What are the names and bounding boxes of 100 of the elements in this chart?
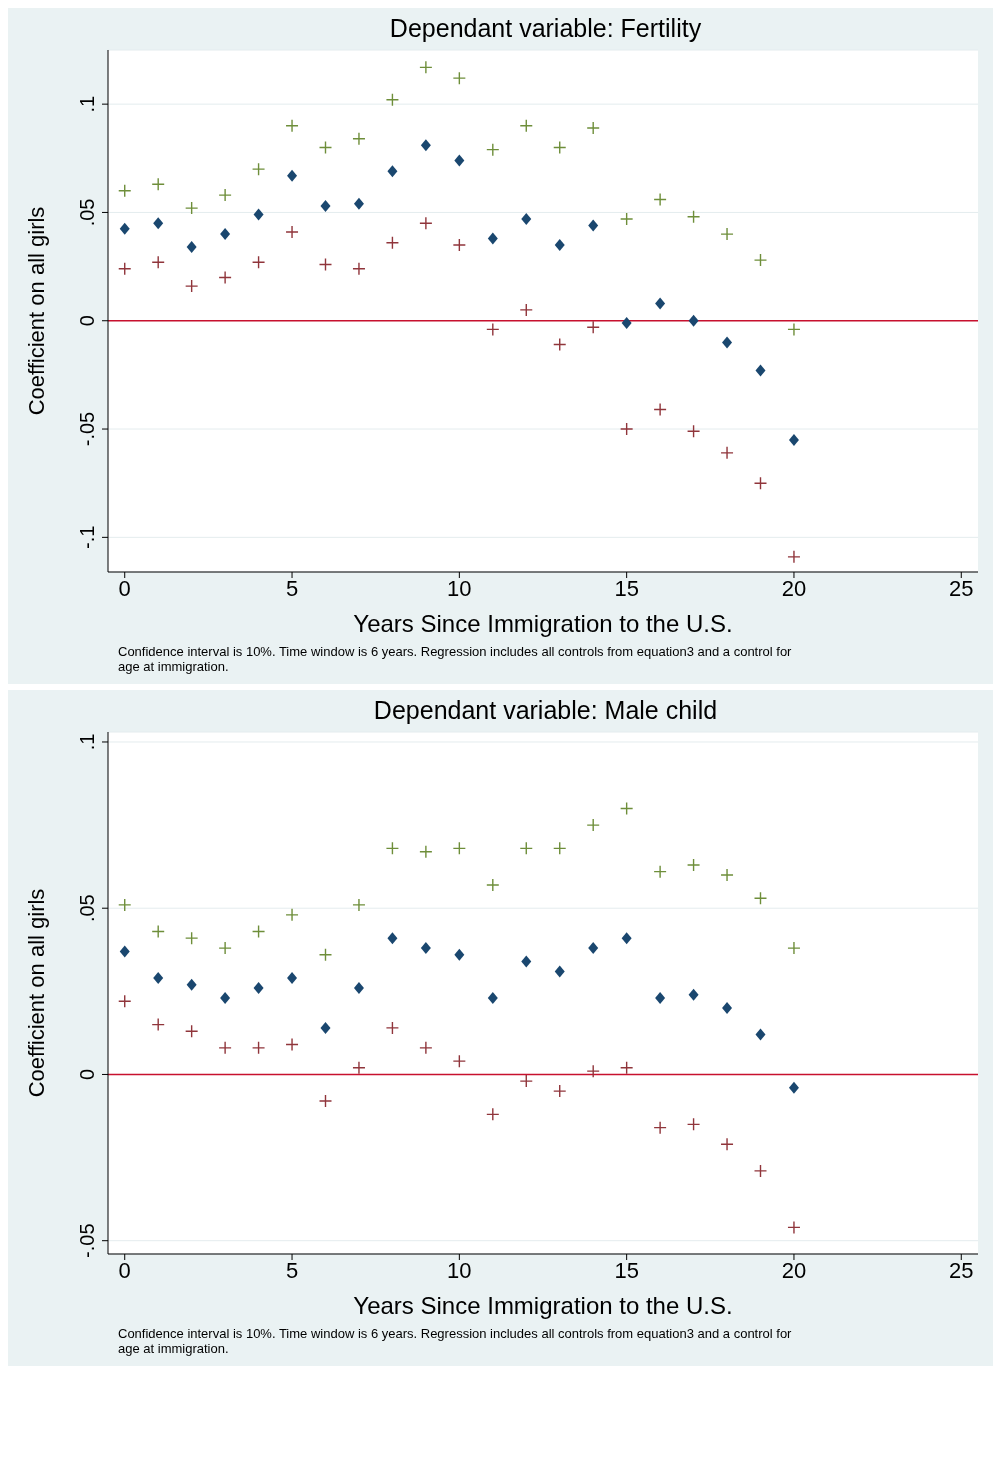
point [318,948,333,962]
text: Confidence interval is 10%. Time window is 6 years. Regression includes all controls from equation3 and a control for age at immigration. [118,644,793,674]
x-tick-label: 10 [447,1257,472,1283]
y-tick-label: -.1 [76,525,98,550]
point [352,132,366,146]
point [318,140,333,155]
x-tick-label: 20 [781,575,807,601]
point [788,433,799,446]
point [653,192,667,207]
y-tick-label: -.05 [76,411,98,447]
point [186,978,197,991]
chart-title: Dependant variable: Fertility [388,14,703,44]
y-tick-label: .05 [76,894,98,923]
point [184,279,199,293]
point [653,864,667,879]
x-tick-label: 25 [949,1257,974,1283]
point [253,982,264,995]
y-tick-label: 0 [76,1068,98,1081]
point [686,858,701,872]
point [285,908,299,922]
point [151,924,165,939]
x-tick-label: 25 [949,575,974,601]
x-axis-title: Years Since Immigration to the U.S. [353,1292,733,1319]
point [151,1017,165,1032]
x-tick-label: 0 [118,1257,131,1283]
point [720,868,734,882]
point [787,1220,801,1235]
point [118,898,132,912]
x-tick-label: 15 [614,575,639,601]
point [519,119,533,133]
point [419,216,433,230]
point [151,255,165,269]
x-tick-label: 5 [285,1257,299,1283]
point [353,197,364,210]
point [787,550,801,564]
point [118,994,132,1009]
x-tick-label: 5 [285,575,299,601]
x-tick-label: 20 [781,1257,807,1283]
point [753,476,768,490]
point [586,1064,600,1078]
point [753,891,768,905]
point [253,208,264,221]
point [486,322,500,337]
point [320,199,331,212]
point [655,991,666,1004]
point [519,1074,533,1088]
point [119,945,130,958]
point [586,818,600,832]
text: Confidence interval is 10%. Time window is 6 years. Regression includes all controls from equation3 and a control for age at immigration. [118,1326,793,1356]
point [487,232,498,245]
point [352,1061,366,1075]
point [753,1164,768,1178]
point [788,1081,799,1094]
y-tick-label: .05 [76,198,98,227]
point [688,314,699,327]
point [521,955,532,968]
point [753,253,768,267]
point [153,972,164,985]
point [553,140,567,155]
point [554,965,565,978]
point [686,424,701,438]
point [486,1107,500,1122]
point [218,188,232,202]
point [487,991,498,1004]
point [186,241,197,254]
point [287,972,298,985]
point [688,988,699,1001]
point [553,841,567,856]
point [653,402,667,417]
point [553,337,567,352]
point [153,217,164,230]
point [653,1120,667,1135]
point [385,841,400,856]
point [486,142,500,157]
point [720,227,734,241]
point [220,228,231,241]
point [722,336,733,349]
point [320,1021,331,1034]
point [419,60,433,75]
y-tick-label: .1 [76,95,98,113]
point [519,841,533,856]
point [385,236,400,250]
point [353,982,364,995]
point [486,878,500,892]
point [420,139,431,152]
point [419,844,433,859]
y-axis-title: Coefficient on all girls [23,206,49,416]
point [553,1084,567,1098]
point [251,162,266,176]
point [720,1137,734,1151]
point [218,1041,232,1055]
point [554,238,565,251]
y-tick-label: 0 [76,315,98,327]
point [184,1024,199,1038]
x-tick-label: 0 [118,575,131,601]
point [720,446,734,460]
point [387,932,398,945]
point [218,941,232,955]
point [586,121,600,135]
point [521,212,532,225]
